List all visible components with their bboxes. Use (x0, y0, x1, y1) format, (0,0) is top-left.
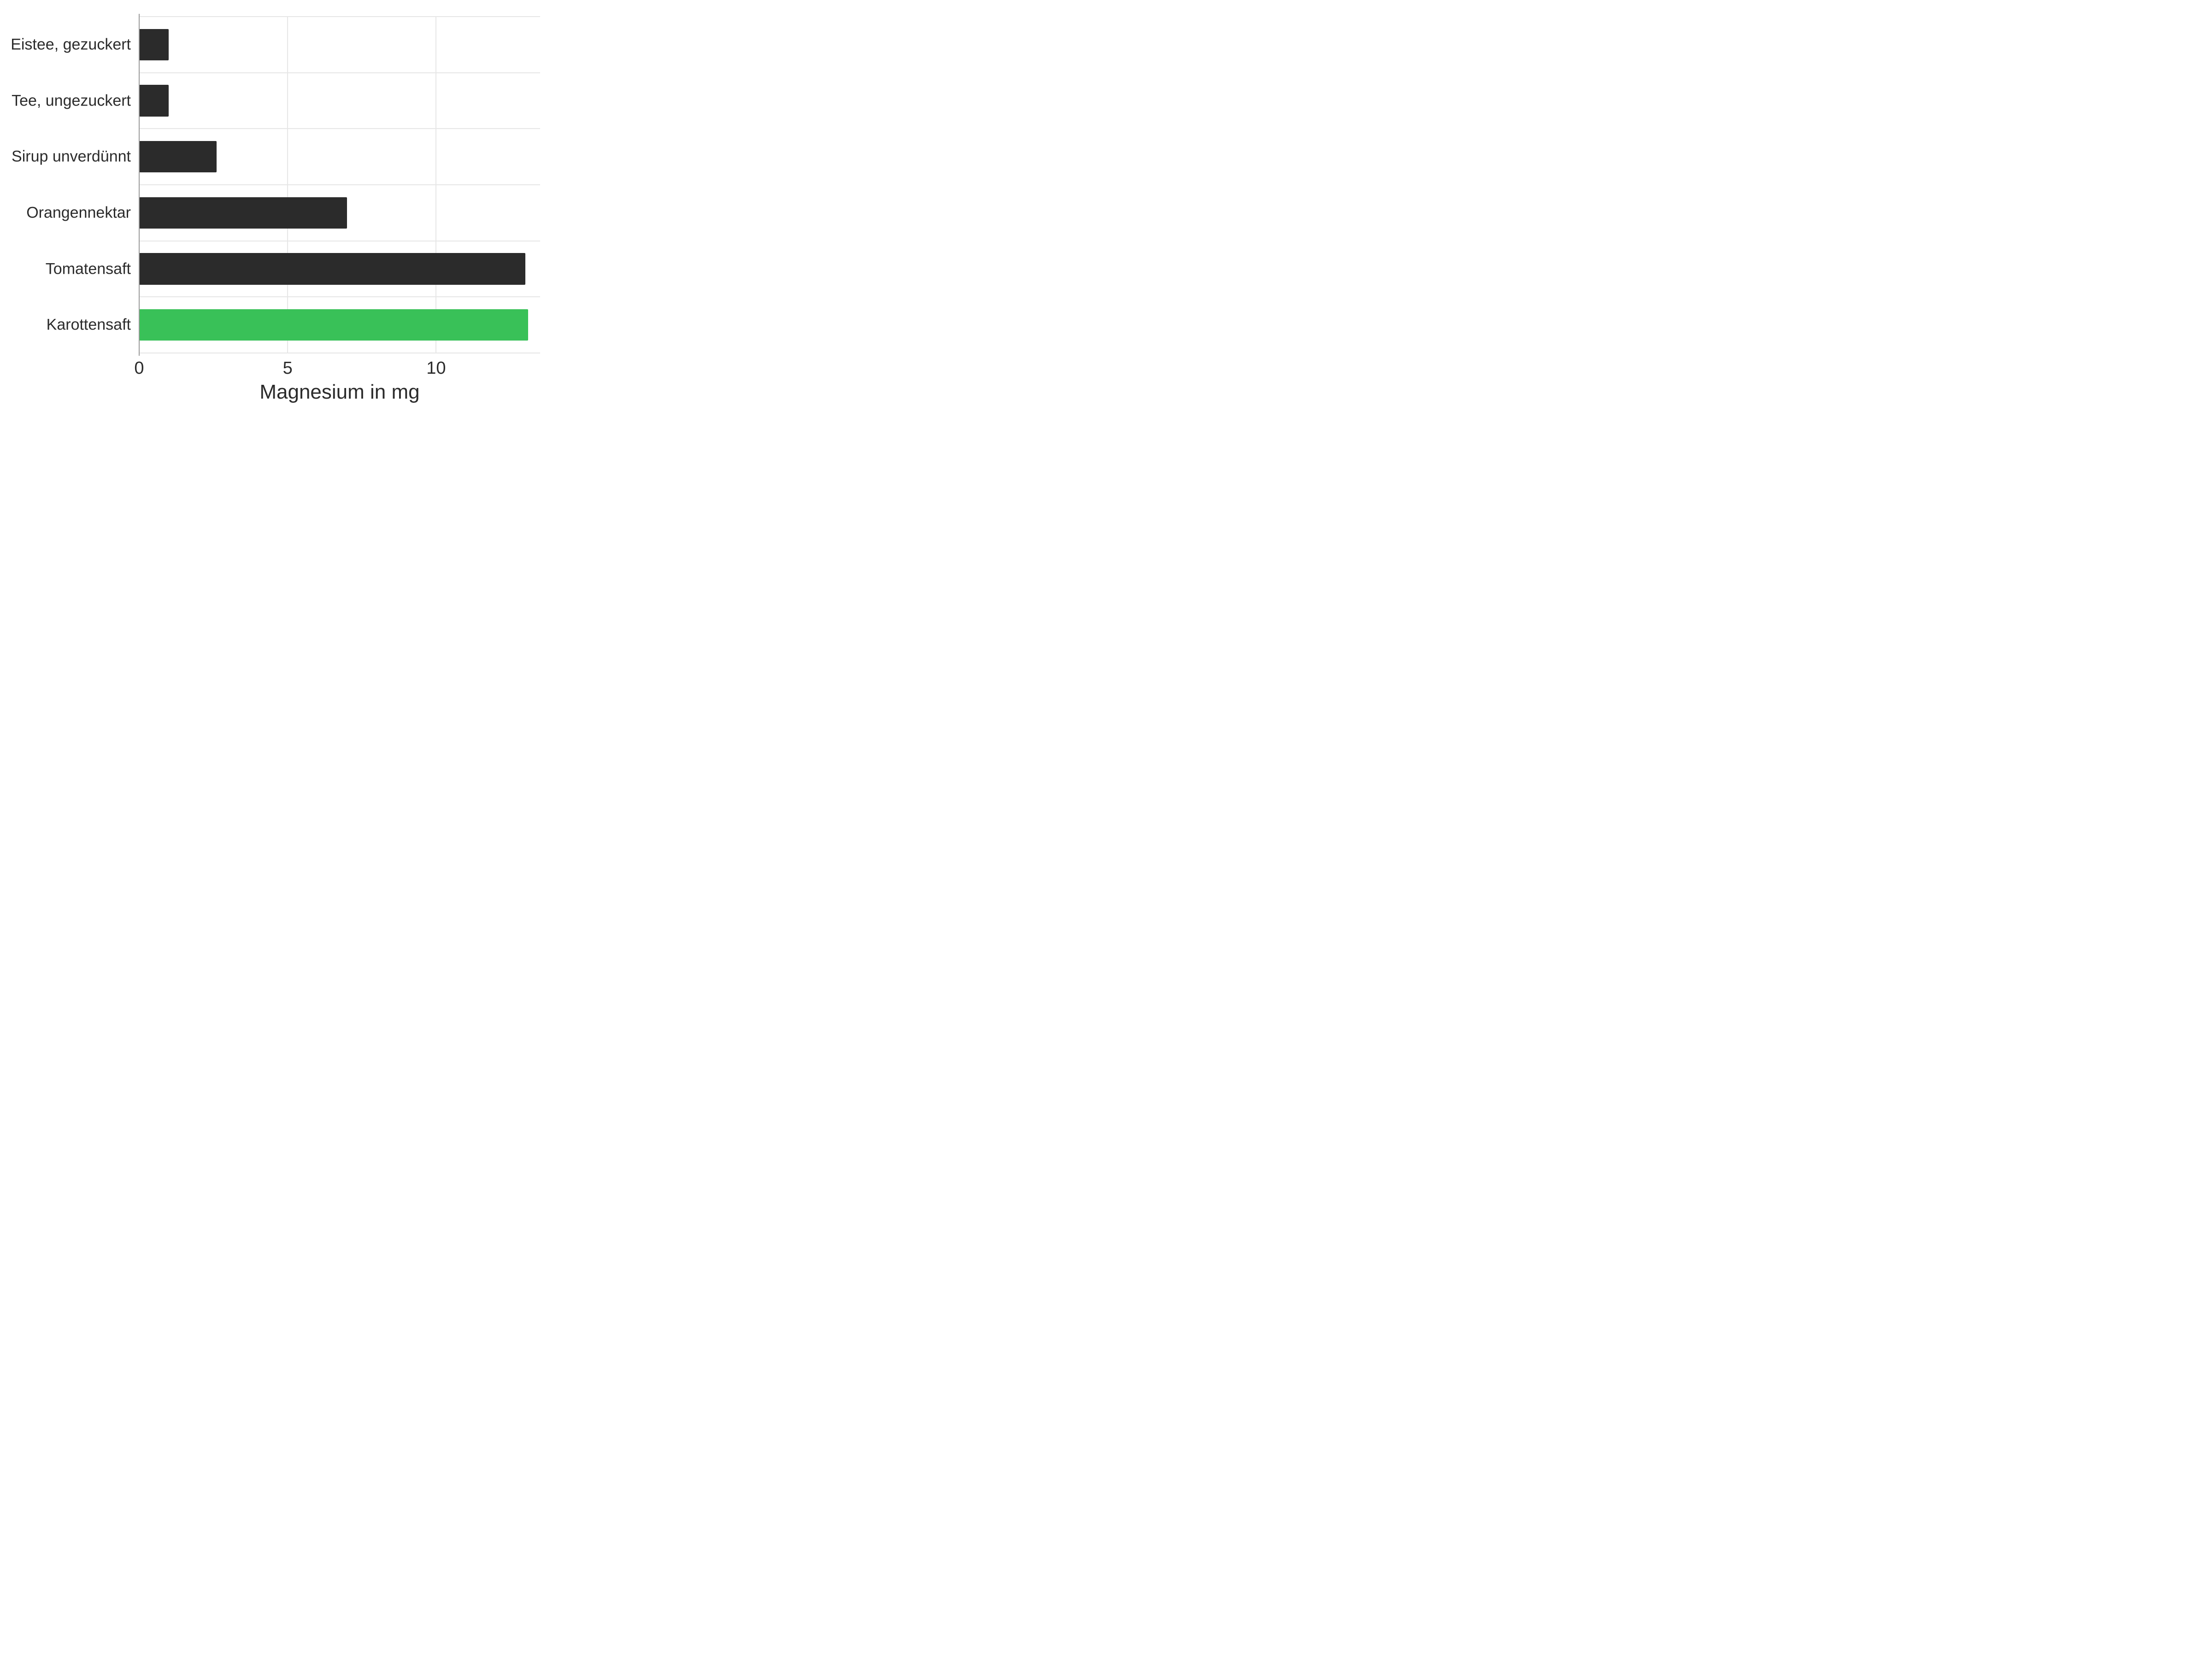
h-gridline (139, 296, 540, 297)
h-gridline (139, 72, 540, 73)
x-axis-title: Magnesium in mg (139, 381, 540, 404)
h-gridline (139, 184, 540, 185)
x-tick-label: 5 (283, 353, 293, 378)
h-gridline (139, 128, 540, 129)
bar (139, 253, 525, 284)
bar (139, 85, 169, 116)
y-category-label: Tomatensaft (46, 260, 139, 278)
chart-container: 0 5 10 Eistee, gezuckert Tee, ungezuckert Sir… (0, 0, 553, 415)
y-category-label: Tee, ungezuckert (12, 92, 139, 110)
bar (139, 309, 528, 341)
v-gridline (435, 17, 436, 353)
x-tick-label: 10 (426, 353, 446, 378)
y-category-label: Sirup unverdünnt (12, 148, 139, 166)
bar (139, 197, 347, 229)
x-tick-label: 0 (134, 353, 144, 378)
y-category-label: Eistee, gezuckert (11, 35, 139, 53)
x-axis-baseline (139, 14, 140, 356)
bar (139, 141, 217, 172)
h-gridline (139, 16, 540, 17)
plot-area: 0510Eistee, gezuckertTee, ungezuckertSir… (139, 17, 540, 353)
bar (139, 29, 169, 60)
y-category-label: Orangennektar (26, 204, 139, 222)
v-gridline (287, 17, 288, 353)
y-category-label: Karottensaft (47, 316, 139, 334)
